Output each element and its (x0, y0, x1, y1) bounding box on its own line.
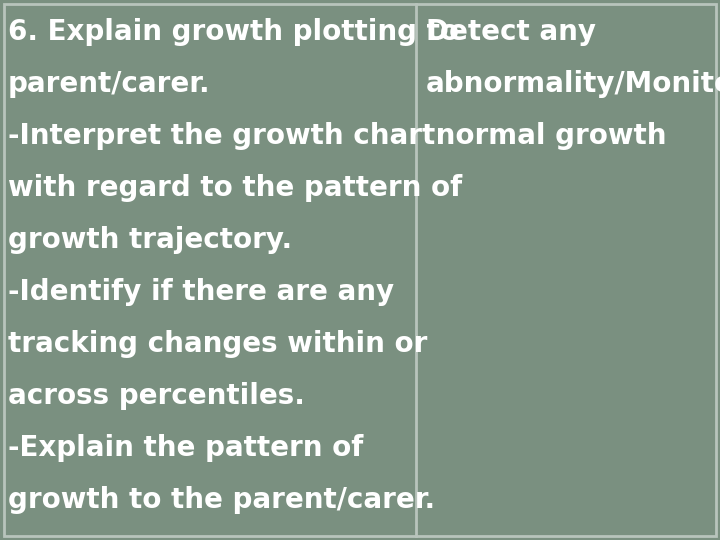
Text: -Identify if there are any: -Identify if there are any (8, 278, 394, 306)
Text: abnormality/Monitor: abnormality/Monitor (426, 70, 720, 98)
Text: -Explain the pattern of: -Explain the pattern of (8, 434, 364, 462)
Text: growth to the parent/carer.: growth to the parent/carer. (8, 486, 435, 514)
FancyBboxPatch shape (4, 4, 716, 536)
Text: parent/carer.: parent/carer. (8, 70, 211, 98)
Text: across percentiles.: across percentiles. (8, 382, 305, 410)
Text: normal growth: normal growth (426, 122, 667, 150)
Text: -Interpret the growth chart: -Interpret the growth chart (8, 122, 436, 150)
Text: 6. Explain growth plotting to: 6. Explain growth plotting to (8, 18, 459, 46)
Text: growth trajectory.: growth trajectory. (8, 226, 292, 254)
Text: tracking changes within or: tracking changes within or (8, 330, 428, 358)
Text: with regard to the pattern of: with regard to the pattern of (8, 174, 462, 202)
Text: Detect any: Detect any (426, 18, 596, 46)
